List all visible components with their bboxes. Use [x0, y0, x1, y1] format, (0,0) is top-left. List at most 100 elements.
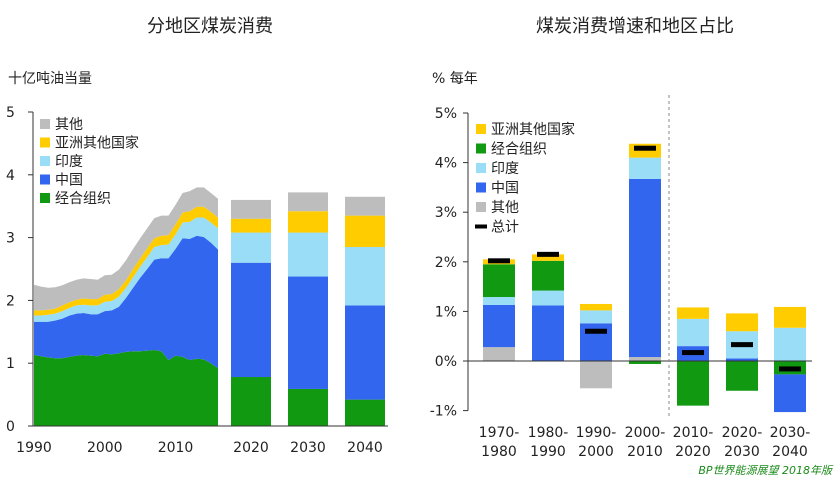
bar-neg-6-china: [774, 374, 806, 413]
projection-bar-2040-other: [345, 196, 385, 216]
bar-6-other_asia: [774, 306, 806, 328]
bar-0-other: [483, 347, 515, 361]
right-y-tick-label: 0%: [435, 354, 457, 370]
left-x-tick-label: 2010: [158, 440, 194, 456]
total-marker-0: [488, 258, 510, 264]
area-series-oecd: [34, 350, 218, 426]
right-x-tick-label: 2040: [772, 444, 808, 460]
right-x-tick-label: 1970-: [479, 425, 520, 441]
right-legend-swatch-china: [476, 182, 486, 193]
projection-bar-2040-oecd: [345, 399, 385, 426]
left-x-tick-label: 2020: [233, 440, 269, 456]
projection-bar-2020-other: [231, 199, 271, 219]
bar-5-china: [726, 358, 758, 361]
area-series-other_asia: [34, 206, 218, 316]
right-y-tick-label: 2%: [435, 255, 457, 271]
right-x-tick-label: 2010-: [673, 425, 714, 441]
bar-neg-4-oecd: [677, 361, 709, 406]
left-legend-label: 中国: [55, 173, 83, 189]
right-legend-swatch-other: [476, 202, 486, 212]
right-y-tick-label: 3%: [435, 205, 457, 221]
projection-bar-2020-other_asia: [231, 218, 271, 233]
total-marker-2: [585, 328, 607, 334]
bar-2-india: [580, 310, 612, 324]
left-x-tick-label: 2030: [290, 440, 326, 456]
left-legend-label: 其他: [55, 117, 83, 133]
right-x-tick-label: 2000: [578, 444, 614, 460]
projection-bar-2030-other_asia: [288, 211, 328, 233]
left-y-tick-label: 0: [6, 419, 15, 435]
right-x-tick-label: 2030: [724, 444, 760, 460]
right-y-tick-label: 4%: [435, 156, 457, 172]
left-y-tick-label: 4: [6, 168, 15, 184]
right-legend-label: 其他: [491, 200, 519, 216]
right-legend-swatch-total: [475, 224, 487, 229]
right-x-tick-label: 1980-: [528, 425, 569, 441]
left-x-tick-label: 2000: [87, 440, 123, 456]
right-legend-label: 经合组织: [491, 142, 547, 158]
left-legend-label: 亚洲其他国家: [55, 135, 139, 152]
right-y-tick-label: 5%: [435, 106, 457, 122]
left-x-tick-label: 2040: [347, 440, 383, 456]
bar-3-other: [629, 357, 661, 361]
right-legend-label: 总计: [491, 220, 519, 236]
left-legend-swatch-india: [40, 156, 50, 166]
right-x-tick-label: 2020: [675, 444, 711, 460]
area-series-india: [34, 217, 218, 322]
total-marker-3: [634, 145, 656, 151]
right-y-axis-label: % 每年: [432, 71, 478, 87]
right-x-tick-label: 1980: [481, 444, 517, 460]
bar-3-india: [629, 157, 661, 179]
right-legend-swatch-other_asia: [476, 124, 486, 134]
right-x-tick-label: 1990: [530, 444, 566, 460]
right-y-tick-label: 1%: [435, 304, 457, 320]
area-series-china: [34, 235, 218, 369]
left-legend-swatch-oecd: [40, 193, 50, 203]
bar-4-india: [677, 318, 709, 347]
total-marker-6: [779, 366, 801, 372]
left-area-chart: 0 1 2 3 4 5 1990 2000 2010 2020 2030 2040 其他亚洲其他国家印度…: [6, 105, 388, 456]
bar-1-china: [532, 305, 564, 361]
left-y-tick-label: 1: [6, 356, 15, 372]
projection-bar-2030-other: [288, 192, 328, 212]
projection-bar-2020-india: [231, 232, 271, 263]
source-note: BP世界能源展望 2018年版: [698, 464, 834, 477]
right-chart-title: 煤炭消费增速和地区占比: [536, 16, 734, 37]
right-x-tick-label: 2010: [627, 444, 663, 460]
projection-bar-2030-india: [288, 232, 328, 277]
bar-3-china: [629, 178, 661, 358]
projection-bar-2030-china: [288, 276, 328, 389]
left-legend-label: 印度: [55, 154, 83, 170]
projection-bar-2030-oecd: [288, 388, 328, 426]
right-x-tick-label: 2020-: [722, 425, 763, 441]
left-legend-swatch-other: [40, 119, 50, 129]
bar-1-oecd: [532, 260, 564, 291]
right-legend-swatch-india: [476, 163, 486, 173]
left-y-tick-label: 5: [6, 105, 15, 121]
bar-2-other_asia: [580, 303, 612, 311]
right-legend-label: 中国: [491, 181, 519, 197]
total-marker-1: [537, 251, 559, 257]
bar-1-other_asia: [532, 254, 564, 261]
left-y-axis-label: 十亿吨油当量: [8, 71, 92, 87]
right-legend-label: 亚洲其他国家: [491, 121, 575, 138]
right-x-tick-label: 1990-: [576, 425, 617, 441]
area-series-other: [34, 187, 218, 311]
left-legend-swatch-china: [40, 174, 50, 185]
left-y-tick-label: 2: [6, 293, 15, 309]
bar-neg-2-other: [580, 361, 612, 389]
left-x-tick-label: 1990: [16, 440, 52, 456]
bar-0-china: [483, 304, 515, 348]
bar-6-india: [774, 327, 806, 361]
bar-0-oecd: [483, 264, 515, 298]
right-legend-label: 印度: [491, 161, 519, 177]
right-x-tick-label: 2000-: [625, 425, 666, 441]
bar-4-other_asia: [677, 307, 709, 319]
bar-0-india: [483, 297, 515, 305]
projection-bar-2040-china: [345, 305, 385, 400]
projection-bar-2020-china: [231, 262, 271, 378]
bar-neg-3-oecd: [629, 361, 661, 364]
total-marker-5: [731, 342, 753, 348]
left-y-tick-label: 3: [6, 231, 15, 247]
